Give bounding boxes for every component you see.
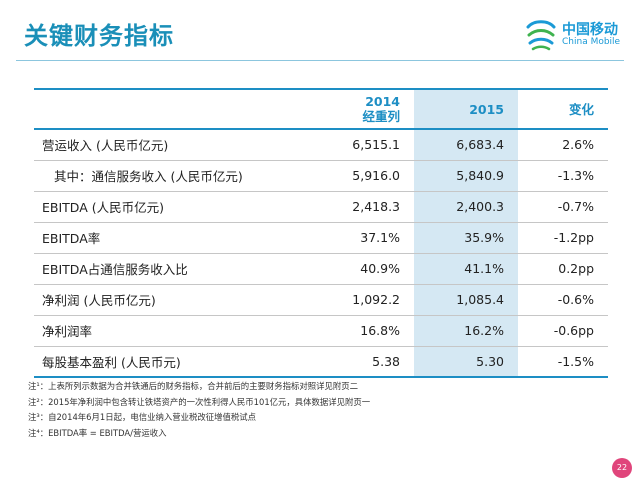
china-mobile-logo: 中国移动 China Mobile — [524, 18, 630, 52]
value-2014: 40.9% — [360, 261, 400, 276]
table-row: 每股基本盈利 (人民币元) 5.38 5.30 -1.5% — [34, 346, 608, 377]
footnote-4: 注⁴：EBITDA率 = EBITDA/营运收入 — [28, 427, 167, 438]
row-label: EBITDA占通信服务收入比 — [42, 262, 188, 277]
table-row: 其中：通信服务收入 (人民币亿元) 5,916.0 5,840.9 -1.3% — [34, 160, 608, 191]
table-row: EBITDA占通信服务收入比 40.9% 41.1% 0.2pp — [34, 253, 608, 284]
value-2015: 1,085.4 — [414, 284, 518, 315]
value-change: 0.2pp — [558, 261, 594, 276]
value-change: -1.2pp — [553, 230, 594, 245]
footnote-2: 注²：2015年净利润中包含转让铁塔资产的一次性利得人民币101亿元，具体数据详… — [28, 396, 371, 407]
table-row: EBITDA率 37.1% 35.9% -1.2pp — [34, 222, 608, 253]
value-2014: 16.8% — [360, 323, 400, 338]
row-label: 净利润率 — [42, 324, 93, 339]
page-number-badge: 22 — [612, 458, 632, 478]
value-change: 2.6% — [562, 137, 594, 153]
table-row: 营运收入 (人民币亿元) 6,515.1 6,683.4 2.6% — [34, 129, 608, 160]
value-change: -0.6pp — [553, 323, 594, 338]
header-2015: 2015 — [414, 89, 518, 129]
value-2014: 6,515.1 — [352, 137, 400, 153]
value-2015: 6,683.4 — [414, 129, 518, 160]
footnotes: 注¹：上表所列示数据为合并铁通后的财务指标，合并前后的主要财务指标对照详见附页二… — [28, 379, 370, 441]
value-2015: 5.30 — [414, 346, 518, 377]
header-change: 变化 — [568, 101, 594, 117]
row-label: 净利润 (人民币亿元) — [42, 293, 156, 308]
value-2014: 1,092.2 — [352, 292, 400, 307]
financial-table: 2014 经重列 2015 变化 营运收入 (人民币亿元) 6,515.1 6,… — [34, 88, 608, 378]
header-label-column — [34, 89, 254, 129]
row-label: 其中：通信服务收入 (人民币亿元) — [54, 169, 243, 184]
table-row: EBITDA (人民币亿元) 2,418.3 2,400.3 -0.7% — [34, 191, 608, 222]
value-change: -1.3% — [557, 168, 594, 183]
value-change: -0.7% — [557, 199, 594, 214]
logo-name-cn: 中国移动 — [562, 22, 618, 38]
china-mobile-logo-icon — [526, 20, 556, 51]
footnote-3: 注³：自2014年6月1日起，电信业纳入营业税改征增值税试点 — [28, 412, 256, 422]
value-change: -1.5% — [557, 353, 594, 369]
value-2014: 5,916.0 — [352, 168, 400, 183]
footnote-1: 注¹：上表所列示数据为合并铁通后的财务指标，合并前后的主要财务指标对照详见附页二 — [28, 381, 358, 391]
row-label: 营运收入 (人民币亿元) — [42, 138, 169, 154]
logo-name-en: China Mobile — [562, 37, 621, 47]
value-2014: 37.1% — [360, 230, 400, 245]
value-2015: 41.1% — [414, 253, 518, 284]
value-2015: 35.9% — [414, 222, 518, 253]
value-2015: 5,840.9 — [414, 160, 518, 191]
row-label: EBITDA (人民币亿元) — [42, 200, 164, 215]
header-2014: 2014 经重列 — [254, 89, 414, 129]
value-2015: 16.2% — [414, 315, 518, 346]
table-header-row: 2014 经重列 2015 变化 — [34, 89, 608, 129]
header-2014-note: 经重列 — [362, 109, 400, 124]
value-2015: 2,400.3 — [414, 191, 518, 222]
table-row: 净利润率 16.8% 16.2% -0.6pp — [34, 315, 608, 346]
value-2014: 5.38 — [372, 353, 400, 369]
table-row: 净利润 (人民币亿元) 1,092.2 1,085.4 -0.6% — [34, 284, 608, 315]
row-label: 每股基本盈利 (人民币元) — [42, 354, 181, 370]
row-label: EBITDA率 — [42, 231, 101, 246]
header-divider — [16, 60, 624, 61]
value-change: -0.6% — [557, 292, 594, 307]
value-2014: 2,418.3 — [352, 199, 400, 214]
header-2014-year: 2014 — [365, 94, 400, 109]
page-title: 关键财务指标 — [24, 22, 174, 50]
